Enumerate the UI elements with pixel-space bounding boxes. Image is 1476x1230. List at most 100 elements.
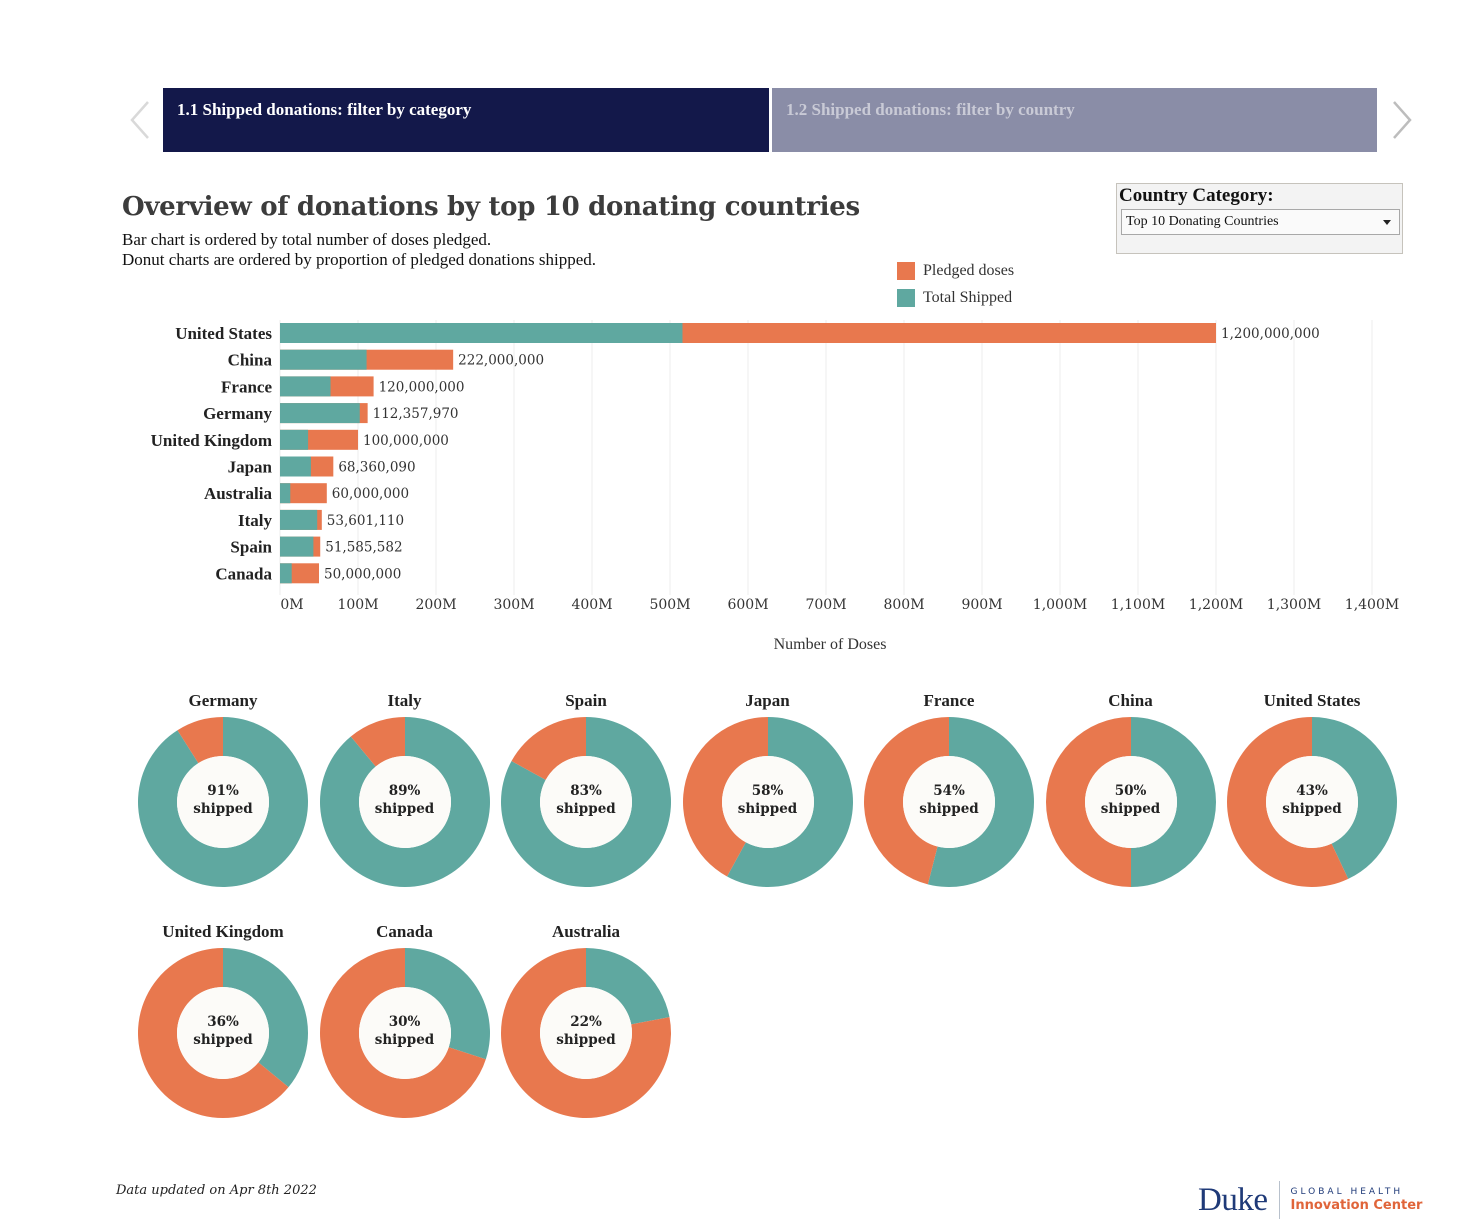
donut-suffix: shipped xyxy=(556,801,616,817)
donut-slice-shipped[interactable] xyxy=(726,717,853,887)
bar-shipped-germany[interactable] xyxy=(280,403,360,424)
donut-hole xyxy=(721,756,814,848)
bar-shipped-france[interactable] xyxy=(280,376,331,397)
donut-slice-shipped[interactable] xyxy=(1312,717,1397,879)
donut-center-label: 54% shipped xyxy=(858,782,1040,818)
donut-slice-shipped[interactable] xyxy=(138,717,308,887)
x-tick-label: 100M xyxy=(337,597,378,613)
value-label-united-kingdom: 100,000,000 xyxy=(363,433,449,449)
bar-shipped-italy[interactable] xyxy=(280,509,318,530)
x-tick-label: 1,200M xyxy=(1189,597,1243,613)
value-label-italy: 53,601,110 xyxy=(327,513,404,529)
value-label-germany: 112,357,970 xyxy=(373,406,459,422)
donut-slice-unshipped[interactable] xyxy=(319,948,486,1118)
donut-suffix: shipped xyxy=(193,1032,253,1048)
donut-title: Australia xyxy=(552,922,620,941)
donut-center-label: 30% shipped xyxy=(314,1013,496,1049)
donut-slice-unshipped[interactable] xyxy=(1227,717,1349,887)
previous-story-point-arrow[interactable] xyxy=(126,98,156,142)
donut-slice-shipped[interactable] xyxy=(319,717,490,887)
country-category-filter: Country Category: Top 10 Donating Countr… xyxy=(1116,183,1403,254)
logo-divider xyxy=(1279,1181,1281,1219)
story-tab-filter-by-category[interactable]: 1.1 Shipped donations: filter by categor… xyxy=(163,88,769,152)
x-tick-label: 800M xyxy=(883,597,924,613)
bar-shipped-united-kingdom[interactable] xyxy=(280,429,309,450)
x-tick-label: 700M xyxy=(805,597,846,613)
donut-slice-unshipped[interactable] xyxy=(864,717,949,885)
x-tick-label: 500M xyxy=(649,597,690,613)
donut-slice-unshipped[interactable] xyxy=(177,717,223,764)
bar-shipped-japan[interactable] xyxy=(280,456,311,477)
x-tick-label: 900M xyxy=(961,597,1002,613)
donut-slice-shipped[interactable] xyxy=(586,948,670,1025)
bar-shipped-spain[interactable] xyxy=(280,536,314,557)
bar-shipped-australia[interactable] xyxy=(280,483,291,504)
bar-shipped-china[interactable] xyxy=(280,349,367,370)
donut-suffix: shipped xyxy=(374,801,435,817)
donut-italy: Italy 89% shipped xyxy=(314,690,496,890)
donut-slice-unshipped[interactable] xyxy=(138,948,289,1118)
page-title: Overview of donations by top 10 donating… xyxy=(122,192,860,222)
donut-percent: 91% xyxy=(207,783,239,799)
category-label-china: China xyxy=(228,351,273,370)
donut-chart xyxy=(501,948,671,1118)
donut-slice-unshipped[interactable] xyxy=(682,717,768,877)
category-label-canada: Canada xyxy=(215,564,272,583)
donut-chart xyxy=(682,717,853,887)
x-tick-label: 600M xyxy=(727,597,768,613)
chevron-left-icon xyxy=(130,101,149,139)
donut-slice-shipped[interactable] xyxy=(927,717,1034,887)
bar-shipped-canada[interactable] xyxy=(280,563,292,584)
donut-percent: 89% xyxy=(388,783,421,799)
bar-pledged-australia[interactable] xyxy=(280,483,327,504)
donut-percent: 54% xyxy=(933,783,965,799)
donut-slice-shipped[interactable] xyxy=(1130,717,1216,887)
donut-chart xyxy=(138,948,308,1118)
duke-ghic-logo: Duke GLOBAL HEALTH Innovation Center xyxy=(1198,1180,1422,1220)
category-label-japan: Japan xyxy=(228,458,273,477)
donut-suffix: shipped xyxy=(556,1032,616,1048)
subtitle-bar-chart-note: Bar chart is ordered by total number of … xyxy=(122,230,492,249)
donut-center-label: 43% shipped xyxy=(1221,782,1403,818)
country-category-dropdown[interactable]: Top 10 Donating Countries xyxy=(1121,209,1400,235)
x-tick-label: 300M xyxy=(493,597,534,613)
x-tick-label: 1,000M xyxy=(1033,597,1087,613)
value-label-japan: 68,360,090 xyxy=(338,460,415,476)
story-tab-filter-by-country[interactable]: 1.2 Shipped donations: filter by country xyxy=(772,88,1377,152)
donut-chart xyxy=(138,717,308,887)
value-label-australia: 60,000,000 xyxy=(332,486,409,502)
donut-chart xyxy=(501,717,671,887)
legend-item-shipped[interactable]: Total Shipped xyxy=(897,284,1014,311)
donut-china: China 50% shipped xyxy=(1040,690,1222,890)
donut-percent: 30% xyxy=(388,1014,421,1030)
value-label-united-states: 1,200,000,000 xyxy=(1221,326,1320,342)
donut-slice-unshipped[interactable] xyxy=(501,948,671,1118)
next-story-point-arrow[interactable] xyxy=(1386,98,1416,142)
donut-center-label: 83% shipped xyxy=(495,782,677,818)
donut-chart xyxy=(1045,717,1216,887)
chart-legend: Pledged doses Total Shipped xyxy=(897,257,1014,311)
donut-center-label: 36% shipped xyxy=(132,1013,314,1049)
donut-japan: Japan 58% shipped xyxy=(677,690,859,890)
donut-united-states: United States 43% shipped xyxy=(1221,690,1403,890)
bar-shipped-united-states[interactable] xyxy=(280,323,683,343)
donut-hole xyxy=(1266,756,1358,848)
donut-hole xyxy=(358,987,451,1079)
donut-hole xyxy=(540,987,632,1079)
donut-hole xyxy=(540,756,632,848)
donut-slice-shipped[interactable] xyxy=(223,948,308,1088)
legend-item-pledged[interactable]: Pledged doses xyxy=(897,257,1014,284)
x-axis-title: Number of Doses xyxy=(774,636,887,653)
donut-suffix: shipped xyxy=(1282,801,1342,817)
donut-title: United States xyxy=(1263,691,1361,710)
donut-slice-unshipped[interactable] xyxy=(511,717,586,780)
donut-slice-shipped[interactable] xyxy=(501,717,671,887)
logo-innovation-center: Innovation Center xyxy=(1290,1198,1423,1213)
donut-slice-shipped[interactable] xyxy=(404,948,490,1060)
donut-slice-unshipped[interactable] xyxy=(1045,717,1131,887)
donut-center-label: 89% shipped xyxy=(314,782,496,818)
x-tick-label: 200M xyxy=(415,597,456,613)
donut-slice-unshipped[interactable] xyxy=(350,717,405,767)
donut-chart xyxy=(319,717,490,887)
x-tick-label: 1,400M xyxy=(1345,597,1399,613)
